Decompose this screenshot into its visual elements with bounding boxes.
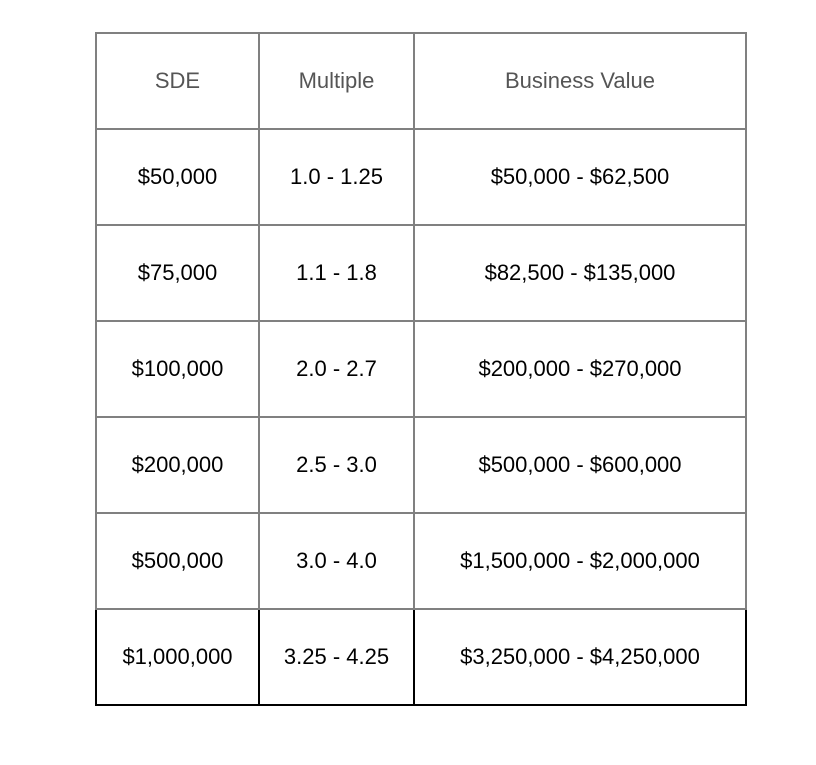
table-row: $75,000 1.1 - 1.8 $82,500 - $135,000 [95, 224, 747, 322]
column-header-business-value: Business Value [413, 32, 747, 130]
cell-sde: $1,000,000 [95, 608, 260, 706]
cell-sde: $200,000 [95, 416, 260, 514]
cell-business-value: $82,500 - $135,000 [413, 224, 747, 322]
header-row: SDE Multiple Business Value [95, 32, 747, 130]
table-container: SDE Multiple Business Value $50,000 1.0 … [95, 32, 747, 706]
cell-business-value: $200,000 - $270,000 [413, 320, 747, 418]
cell-sde: $100,000 [95, 320, 260, 418]
column-header-multiple: Multiple [258, 32, 415, 130]
cell-business-value: $50,000 - $62,500 [413, 128, 747, 226]
cell-sde: $500,000 [95, 512, 260, 610]
cell-sde: $50,000 [95, 128, 260, 226]
table-row: $100,000 2.0 - 2.7 $200,000 - $270,000 [95, 320, 747, 418]
cell-multiple: 2.0 - 2.7 [258, 320, 415, 418]
cell-multiple: 1.0 - 1.25 [258, 128, 415, 226]
table-row: $500,000 3.0 - 4.0 $1,500,000 - $2,000,0… [95, 512, 747, 610]
cell-business-value: $3,250,000 - $4,250,000 [413, 608, 747, 706]
table-row: $50,000 1.0 - 1.25 $50,000 - $62,500 [95, 128, 747, 226]
table-row-highlighted: $1,000,000 3.25 - 4.25 $3,250,000 - $4,2… [95, 608, 747, 706]
cell-multiple: 1.1 - 1.8 [258, 224, 415, 322]
cell-multiple: 3.0 - 4.0 [258, 512, 415, 610]
table-row: $200,000 2.5 - 3.0 $500,000 - $600,000 [95, 416, 747, 514]
cell-sde: $75,000 [95, 224, 260, 322]
cell-multiple: 3.25 - 4.25 [258, 608, 415, 706]
cell-multiple: 2.5 - 3.0 [258, 416, 415, 514]
cell-business-value: $500,000 - $600,000 [413, 416, 747, 514]
column-header-sde: SDE [95, 32, 260, 130]
cell-business-value: $1,500,000 - $2,000,000 [413, 512, 747, 610]
sde-valuation-table: SDE Multiple Business Value $50,000 1.0 … [95, 32, 747, 706]
